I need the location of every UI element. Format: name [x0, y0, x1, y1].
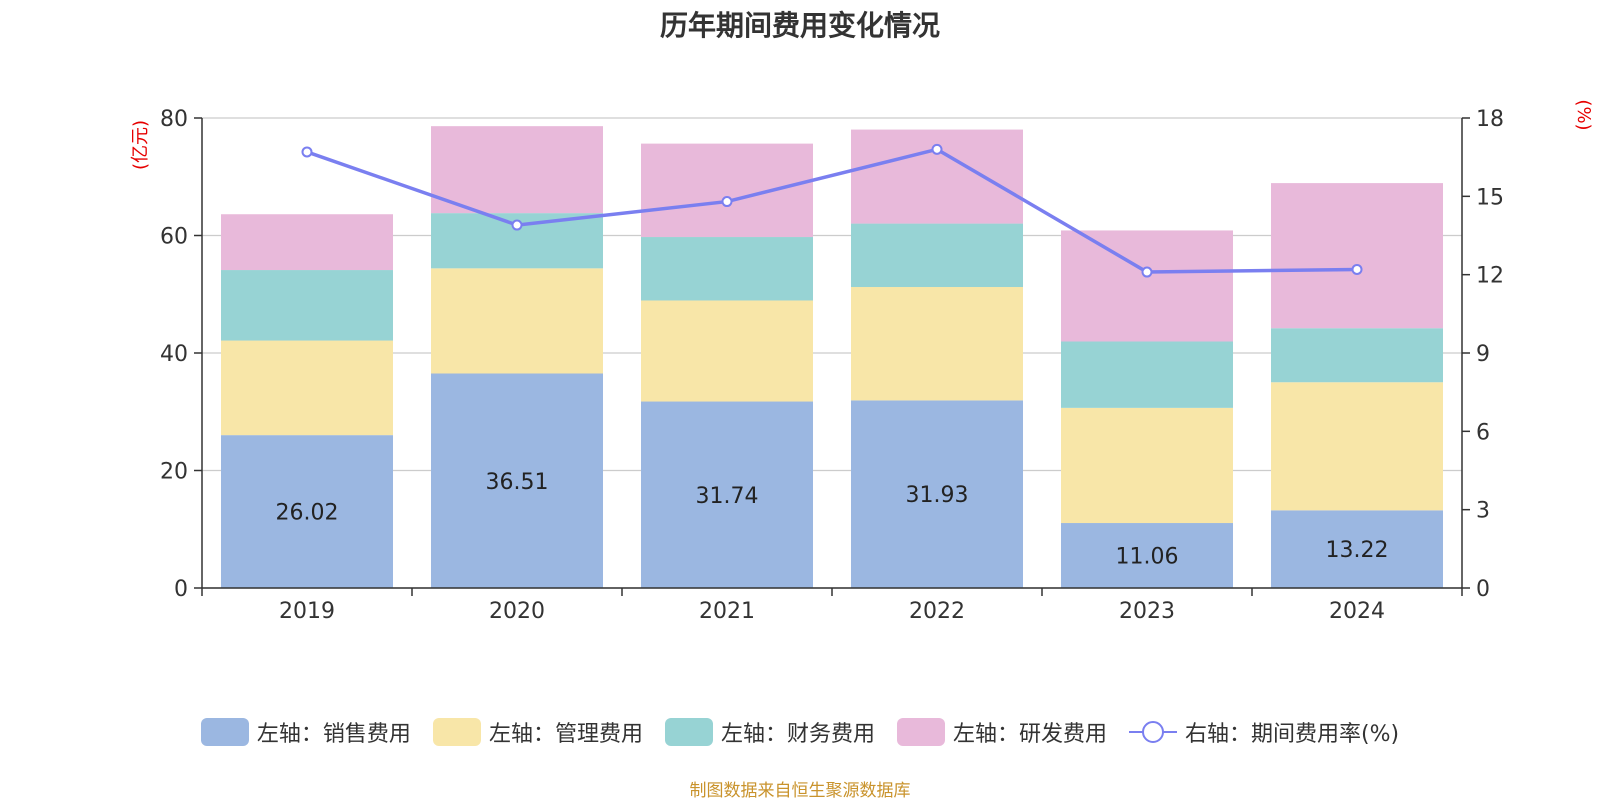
legend-item-sales[interactable]: 左轴：销售费用: [200, 716, 411, 748]
right-tick-label: 18: [1476, 107, 1504, 132]
right-tick-label: 12: [1476, 264, 1504, 289]
bar-segment-2-2022: [851, 223, 1023, 288]
bar-segment-2-2023: [1061, 341, 1233, 408]
x-tick-label-2020: 2020: [489, 599, 545, 624]
data-label-2022: 31.93: [906, 483, 969, 508]
data-label-2021: 31.74: [696, 484, 759, 509]
data-label-2023: 11.06: [1116, 545, 1179, 570]
legend-label-rnd: 左轴：研发费用: [952, 722, 1107, 747]
bar-segment-3-2020: [431, 126, 603, 214]
legend-item-finance[interactable]: 左轴：财务费用: [664, 716, 875, 748]
bar-segment-3-2024: [1271, 183, 1443, 329]
legend-swatch-sales: [200, 718, 249, 746]
right-tick-label: 15: [1476, 185, 1504, 210]
legend-item-admin[interactable]: 左轴：管理费用: [432, 716, 643, 748]
legend: 左轴：销售费用 左轴：管理费用 左轴：财务费用 左轴：研发费用 右轴：期间费用率…: [0, 716, 1600, 748]
right-tick-label: 3: [1476, 499, 1490, 524]
data-label-2020: 36.51: [486, 470, 549, 495]
rate-point-2020: [511, 219, 523, 231]
data-label-2019: 26.02: [276, 501, 339, 526]
legend-label-rate: 右轴：期间费用率(%): [1184, 722, 1400, 747]
bar-segment-3-2023: [1061, 230, 1233, 342]
legend-line-marker-icon: [1128, 721, 1177, 743]
data-label-2024: 13.22: [1326, 538, 1389, 563]
legend-swatch-rnd: [896, 718, 945, 746]
x-tick-label-2019: 2019: [279, 599, 335, 624]
legend-label-finance: 左轴：财务费用: [720, 722, 875, 747]
x-tick-label-2021: 2021: [699, 599, 755, 624]
bar-segment-0-2020: [431, 373, 603, 588]
rate-point-2023: [1141, 266, 1153, 278]
chart-title: 历年期间费用变化情况: [659, 9, 940, 42]
legend-item-rnd[interactable]: 左轴：研发费用: [896, 716, 1107, 748]
bar-segment-1-2023: [1061, 407, 1233, 524]
rate-point-2022: [931, 143, 943, 155]
bar-segment-3-2021: [641, 143, 813, 238]
bar-segment-1-2020: [431, 268, 603, 374]
legend-label-admin: 左轴：管理费用: [488, 722, 643, 747]
right-axis-unit-label: (%): [1573, 99, 1594, 130]
x-tick-label-2022: 2022: [909, 599, 965, 624]
bar-segment-2-2024: [1271, 328, 1443, 383]
bar-segment-0-2024: [1271, 510, 1443, 588]
rate-point-2021: [721, 196, 733, 208]
bar-segment-0-2021: [641, 401, 813, 588]
legend-item-rate[interactable]: 右轴：期间费用率(%): [1128, 716, 1400, 748]
bar-segment-1-2022: [851, 287, 1023, 401]
rate-point-2019: [301, 146, 313, 158]
legend-swatch-admin: [432, 718, 481, 746]
rate-line: [306, 147, 1358, 274]
x-tick-label-2024: 2024: [1329, 599, 1385, 624]
bar-segment-0-2023: [1061, 523, 1233, 588]
x-tick-label-2023: 2023: [1119, 599, 1175, 624]
rate-point-2024: [1351, 263, 1363, 275]
bar-segment-2-2019: [221, 270, 393, 341]
legend-swatch-finance: [664, 718, 713, 746]
legend-label-sales: 左轴：销售费用: [256, 722, 411, 747]
left-tick-label: 60: [160, 225, 188, 250]
source-note: 制图数据来自恒生聚源数据库: [689, 781, 911, 801]
right-tick-label: 0: [1476, 577, 1490, 602]
bar-segment-1-2019: [221, 340, 393, 436]
left-tick-label: 0: [174, 577, 188, 602]
bar-segment-2-2021: [641, 237, 813, 301]
bar-segment-1-2024: [1271, 382, 1443, 511]
left-tick-label: 20: [160, 460, 188, 485]
right-tick-label: 6: [1476, 420, 1490, 445]
bar-segment-0-2019: [221, 435, 393, 588]
bar-segment-1-2021: [641, 300, 813, 402]
left-axis-unit-label: (亿元): [130, 120, 151, 170]
bar-segment-0-2022: [851, 400, 1023, 588]
left-tick-label: 40: [160, 342, 188, 367]
right-tick-label: 9: [1476, 342, 1490, 367]
left-tick-label: 80: [160, 107, 188, 132]
bar-segment-3-2022: [851, 129, 1023, 224]
bar-segment-3-2019: [221, 214, 393, 271]
